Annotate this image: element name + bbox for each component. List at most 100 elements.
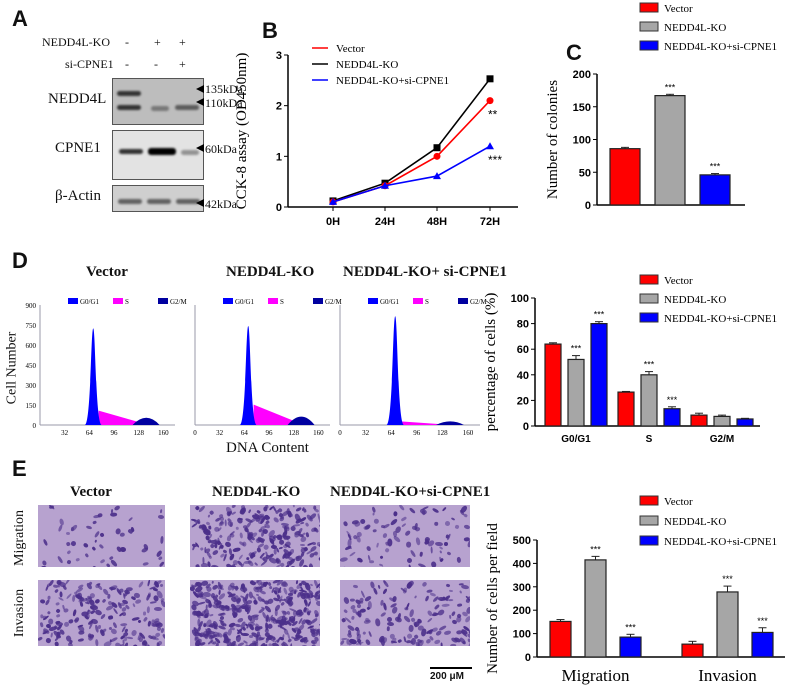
data-point xyxy=(329,197,337,205)
flow-x-tick-label: 32 xyxy=(216,429,224,437)
flow-legend-swatch xyxy=(68,298,78,304)
g2m-peak xyxy=(132,417,160,425)
legend-label: NEDD4L-KO+si-CPNE1 xyxy=(664,313,777,325)
scale-bar-label: 200 μM xyxy=(430,671,464,682)
y-tick-label: 20 xyxy=(517,395,529,407)
row-label-si-cpne1: si-CPNE1 xyxy=(65,57,114,71)
significance-label: *** xyxy=(667,395,678,405)
g2m-peak xyxy=(287,416,315,425)
flow-y-tick-label: 900 xyxy=(26,302,37,310)
x-tick-label: 24H xyxy=(375,216,395,228)
panel-label-a: A xyxy=(12,6,28,31)
y-tick-label: 0 xyxy=(523,421,529,433)
g2m-peak xyxy=(436,421,464,425)
y-tick-label: 400 xyxy=(513,558,531,570)
significance-label: *** xyxy=(722,574,733,584)
y-tick-label: 40 xyxy=(517,370,529,382)
micrograph-invasion-1 xyxy=(38,580,165,646)
flow-x-tick-label: 128 xyxy=(437,429,448,437)
y-tick-label: 0 xyxy=(525,652,531,664)
y-tick-label: 500 xyxy=(513,535,531,547)
series-line xyxy=(332,145,491,203)
bar xyxy=(751,631,774,658)
legend-swatch xyxy=(639,2,659,13)
flow-y-tick-label: 150 xyxy=(26,402,37,410)
significance-label: *** xyxy=(757,616,768,626)
flow-x-tick-label: 128 xyxy=(133,429,144,437)
y-tick-label: 2 xyxy=(276,101,282,113)
bar xyxy=(716,591,739,658)
flow-y-tick-label: 0 xyxy=(33,422,37,430)
bar xyxy=(663,408,681,427)
flow-legend-label: G2/M xyxy=(470,298,488,306)
y-axis-label: Number of colonies xyxy=(545,80,561,199)
legend-label: NEDD4L-KO+si-CPNE1 xyxy=(336,75,449,87)
sign: + xyxy=(179,35,186,49)
legend-label: NEDD4L-KO xyxy=(664,516,726,528)
panel-label-d: D xyxy=(12,248,28,273)
x-tick-label: 72H xyxy=(480,216,500,228)
legend-swatch xyxy=(639,312,659,323)
sign: - xyxy=(154,57,158,71)
y-tick-label: 1 xyxy=(276,151,282,163)
g0g1-peak xyxy=(84,328,102,425)
flow-x-tick-label: 160 xyxy=(463,429,474,437)
legend-label: Vector xyxy=(336,43,365,55)
legend-swatch xyxy=(639,293,659,304)
x-tick-label: G2/M xyxy=(710,434,734,445)
transwell-title-vector: Vector xyxy=(70,484,112,500)
legend-swatch xyxy=(639,40,659,51)
flow-legend-swatch xyxy=(158,298,168,304)
sign: - xyxy=(125,35,129,49)
g0g1-peak xyxy=(386,316,404,425)
bar xyxy=(699,174,731,206)
significance-label: *** xyxy=(594,310,605,320)
s-phase-area xyxy=(253,404,300,425)
flow-y-tick-label: 600 xyxy=(26,342,37,350)
panel-label-c: C xyxy=(566,40,582,65)
significance-label: *** xyxy=(590,544,601,554)
bar xyxy=(690,414,708,427)
data-point xyxy=(433,172,441,180)
micrograph-invasion-2 xyxy=(190,580,320,646)
flow-x-tick-label: 64 xyxy=(241,429,249,437)
x-tick-label: 0H xyxy=(326,216,340,228)
flow-x-tick-label: 32 xyxy=(61,429,69,437)
flow-x-tick-label: 64 xyxy=(86,429,94,437)
blot-cpne1 xyxy=(112,130,204,180)
blot-label-cpne1: CPNE1 xyxy=(55,140,101,156)
flow-y-tick-label: 300 xyxy=(26,382,37,390)
flow-x-tick-label: 32 xyxy=(362,429,370,437)
flow-title-vector: Vector xyxy=(86,264,128,280)
flow-x-tick-label: 0 xyxy=(338,429,342,437)
y-tick-label: 150 xyxy=(573,102,591,114)
y-tick-label: 80 xyxy=(517,319,529,331)
g0g1-peak xyxy=(239,325,257,425)
bar xyxy=(549,620,572,658)
legend-swatch xyxy=(639,21,659,32)
legend-label: NEDD4L-KO xyxy=(664,22,726,34)
legend-swatch xyxy=(639,274,659,285)
flow-xlabel: DNA Content xyxy=(226,440,309,456)
bar xyxy=(609,148,641,206)
y-tick-label: 0 xyxy=(585,200,591,212)
blot-label-beta-actin: β-Actin xyxy=(55,188,101,204)
flow-x-tick-label: 128 xyxy=(288,429,299,437)
blot-beta-actin xyxy=(112,185,204,212)
flow-x-tick-label: 160 xyxy=(158,429,169,437)
x-tick-label: G0/G1 xyxy=(561,434,591,445)
data-point xyxy=(486,75,494,83)
bar xyxy=(736,418,754,427)
data-point xyxy=(381,181,389,189)
y-tick-label: 50 xyxy=(579,167,591,179)
bar xyxy=(584,559,607,658)
transwell-title-ko: NEDD4L-KO xyxy=(212,484,301,500)
row-label-nedd4l-ko: NEDD4L-KO xyxy=(42,35,110,49)
series-line xyxy=(332,100,491,203)
marker-110kda: 110kDa xyxy=(205,96,243,110)
y-tick-label: 100 xyxy=(513,629,531,641)
data-point xyxy=(486,97,494,105)
bar xyxy=(617,391,635,427)
bar xyxy=(713,415,731,427)
